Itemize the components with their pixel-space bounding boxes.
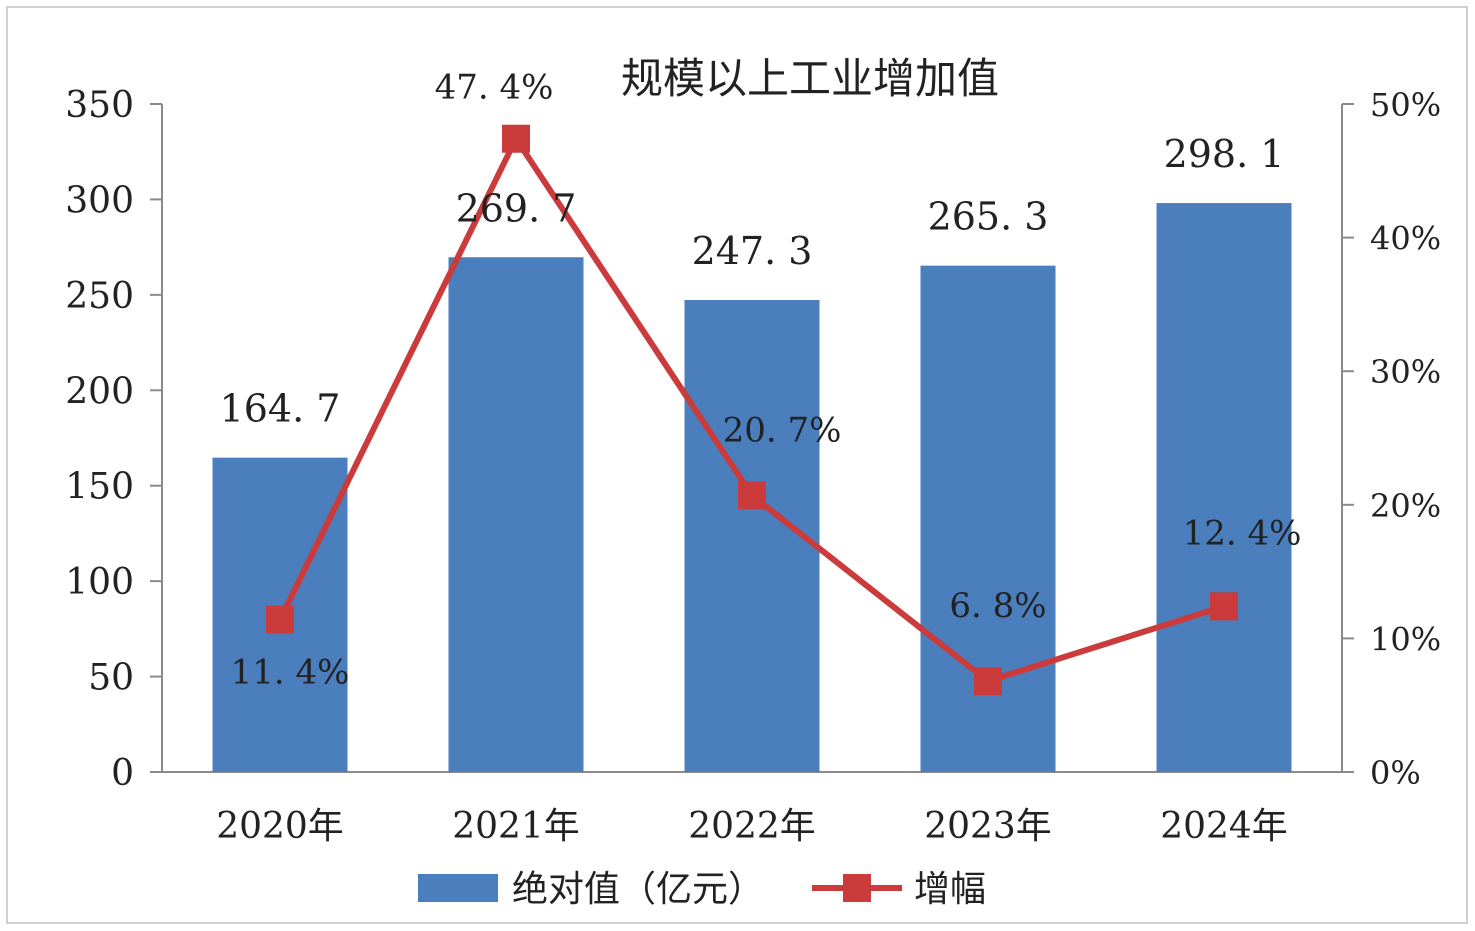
bar-series (212, 203, 1292, 772)
bar (920, 265, 1056, 772)
growth-value-label: 12. 4% (1183, 513, 1302, 553)
line-marker (1210, 592, 1238, 621)
bar (684, 300, 820, 772)
growth-value-label: 11. 4% (231, 653, 350, 693)
bar-value-label: 164. 7 (220, 387, 341, 431)
line-marker (974, 667, 1002, 696)
bar (1156, 203, 1292, 772)
bar-value-label: 298. 1 (1164, 132, 1285, 176)
x-tick-label: 2021年 (452, 806, 580, 847)
x-tick-label: 2020年 (216, 806, 344, 847)
y-left-tick-label: 350 (65, 85, 134, 126)
x-tick-label: 2023年 (924, 806, 1052, 847)
legend: 绝对值（亿元） 增幅 (418, 869, 986, 910)
growth-value-label: 47. 4% (435, 68, 554, 108)
y-left-tick-label: 100 (65, 562, 134, 603)
y-left-tick-label: 0 (111, 753, 134, 794)
line-marker (502, 124, 530, 153)
y-right-tick-label: 20% (1370, 487, 1441, 525)
legend-line-label: 增幅 (914, 869, 986, 910)
y-left-tick-label: 200 (65, 371, 134, 412)
line-series (266, 124, 1238, 696)
y-left-tick-label: 300 (65, 180, 134, 221)
bar-value-label: 265. 3 (928, 195, 1049, 239)
y-right-tick-label: 30% (1370, 353, 1441, 391)
axes: 0 50 100 150 200 250 300 350 0% 10% 20% 30% 40% 50% 20… (65, 85, 1441, 847)
data-labels: 164. 7 269. 7 247. 3 265. 3 298. 1 11. 4% 47. … (220, 68, 1302, 693)
legend-bar-swatch (418, 874, 498, 902)
x-tick-label: 2024年 (1160, 806, 1288, 847)
growth-value-label: 6. 8% (949, 586, 1046, 626)
y-right-tick-label: 0% (1370, 754, 1421, 792)
line-marker (266, 605, 294, 634)
chart-title: 规模以上工业增加值 (621, 54, 999, 103)
y-right-tick-label: 10% (1370, 620, 1441, 658)
bar-value-label: 247. 3 (692, 229, 813, 273)
y-left-tick-label: 50 (88, 658, 134, 699)
line-marker (738, 481, 766, 510)
legend-line-marker (843, 874, 871, 902)
y-left-tick-label: 150 (65, 467, 134, 508)
bar (448, 257, 584, 772)
legend-bar-label: 绝对值（亿元） (512, 869, 764, 910)
y-left-tick-label: 250 (65, 276, 134, 317)
growth-value-label: 20. 7% (723, 410, 842, 450)
x-tick-label: 2022年 (688, 806, 816, 847)
bar-value-label: 269. 7 (456, 186, 577, 230)
y-right-tick-label: 40% (1370, 220, 1441, 258)
y-right-tick-label: 50% (1370, 86, 1441, 124)
